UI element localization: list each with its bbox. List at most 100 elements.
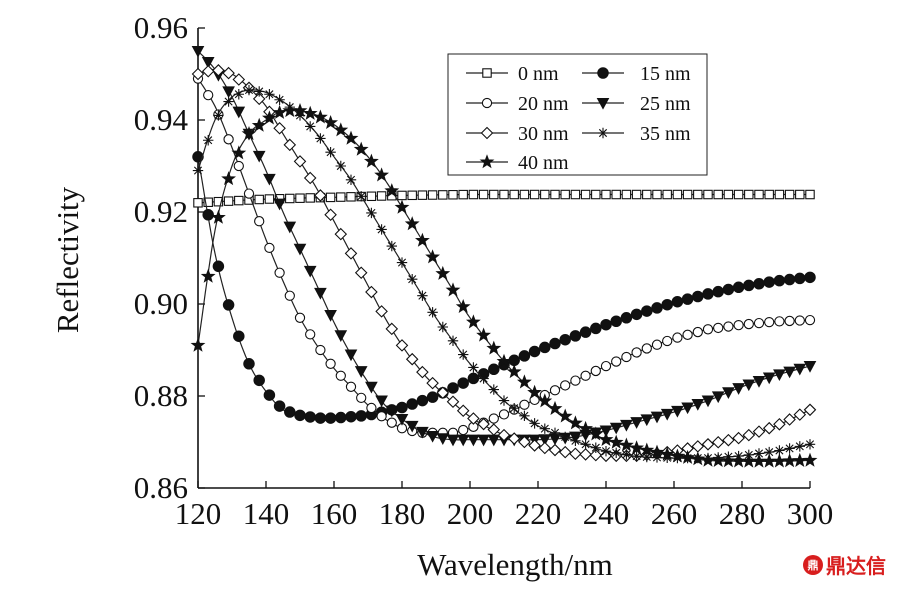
- data-point: [273, 198, 286, 211]
- data-point: [458, 424, 469, 436]
- data-point: [284, 290, 295, 301]
- data-point: [293, 155, 307, 168]
- data-point: [598, 431, 614, 446]
- data-point: [650, 411, 664, 424]
- data-point: [457, 377, 469, 389]
- data-point: [630, 308, 643, 321]
- data-point: [191, 45, 205, 58]
- data-point: [547, 400, 563, 415]
- data-point: [427, 307, 438, 318]
- data-point: [713, 322, 724, 334]
- x-tick-label: 300: [787, 496, 834, 531]
- data-point: [639, 442, 655, 457]
- data-point: [722, 387, 735, 399]
- data-point: [793, 363, 807, 376]
- data-point: [610, 315, 622, 327]
- data-point: [283, 221, 297, 234]
- data-point: [375, 305, 388, 318]
- data-point: [254, 86, 265, 97]
- data-point: [496, 353, 512, 368]
- data-point: [354, 266, 368, 279]
- data-point: [631, 347, 642, 358]
- data-point: [283, 138, 297, 152]
- axes: [197, 28, 810, 489]
- data-point: [498, 395, 510, 406]
- series-group: [190, 45, 818, 468]
- data-point: [345, 174, 357, 185]
- data-point: [200, 268, 216, 283]
- data-point: [631, 450, 642, 462]
- data-point: [649, 444, 665, 459]
- data-point: [589, 448, 603, 462]
- legend-item: 20 nm: [466, 93, 569, 115]
- x-tick-label: 220: [515, 496, 562, 531]
- data-point: [426, 430, 439, 443]
- data-point: [477, 434, 490, 447]
- series-line: [197, 50, 811, 441]
- data-point: [527, 384, 542, 399]
- data-point: [241, 126, 257, 141]
- data-point: [466, 314, 481, 329]
- data-point: [662, 335, 673, 347]
- data-point: [334, 227, 348, 241]
- data-point: [376, 224, 387, 235]
- data-point: [690, 451, 706, 466]
- data-point: [324, 309, 337, 322]
- data-point: [417, 290, 428, 301]
- legend-label: 0 nm: [518, 63, 559, 85]
- data-point: [803, 403, 817, 417]
- data-point: [803, 361, 817, 373]
- data-point: [753, 317, 765, 329]
- data-point: [222, 86, 235, 99]
- data-point: [722, 433, 735, 447]
- data-point: [783, 273, 796, 286]
- data-point: [305, 329, 316, 340]
- data-point: [223, 134, 234, 145]
- data-point: [560, 189, 570, 200]
- data-point: [456, 434, 470, 447]
- data-point: [356, 191, 367, 202]
- data-point: [232, 73, 246, 86]
- data-point: [519, 399, 530, 410]
- data-point: [764, 189, 774, 200]
- data-point: [558, 445, 572, 459]
- data-point: [784, 443, 795, 454]
- data-point: [476, 327, 491, 342]
- data-point: [325, 358, 336, 369]
- data-point: [529, 418, 540, 429]
- data-point: [539, 341, 551, 354]
- data-point: [733, 320, 744, 331]
- data-point: [763, 276, 775, 288]
- data-point: [651, 302, 663, 314]
- data-point: [743, 279, 755, 292]
- legend-item: 35 nm: [582, 123, 691, 145]
- data-point: [302, 105, 318, 120]
- data-point: [314, 412, 327, 424]
- data-point: [539, 423, 550, 434]
- data-point: [742, 428, 756, 442]
- data-point: [782, 453, 797, 468]
- data-point: [325, 192, 336, 203]
- data-point: [284, 406, 296, 418]
- data-point: [467, 434, 480, 447]
- data-point: [437, 321, 448, 333]
- data-point: [374, 167, 389, 182]
- data-point: [234, 195, 244, 206]
- data-point: [212, 64, 225, 77]
- data-point: [773, 369, 786, 382]
- data-point: [660, 408, 674, 421]
- data-point: [447, 335, 459, 346]
- legend-label: 35 nm: [640, 123, 691, 145]
- data-point: [252, 150, 266, 163]
- data-point: [364, 153, 379, 168]
- data-point: [407, 190, 417, 201]
- data-point: [223, 96, 234, 107]
- data-point: [213, 110, 224, 121]
- data-point: [537, 393, 553, 408]
- data-point: [590, 442, 601, 453]
- data-point: [201, 64, 215, 78]
- data-point: [580, 439, 591, 450]
- data-point: [365, 285, 378, 299]
- data-point: [691, 398, 705, 411]
- data-point: [733, 189, 744, 200]
